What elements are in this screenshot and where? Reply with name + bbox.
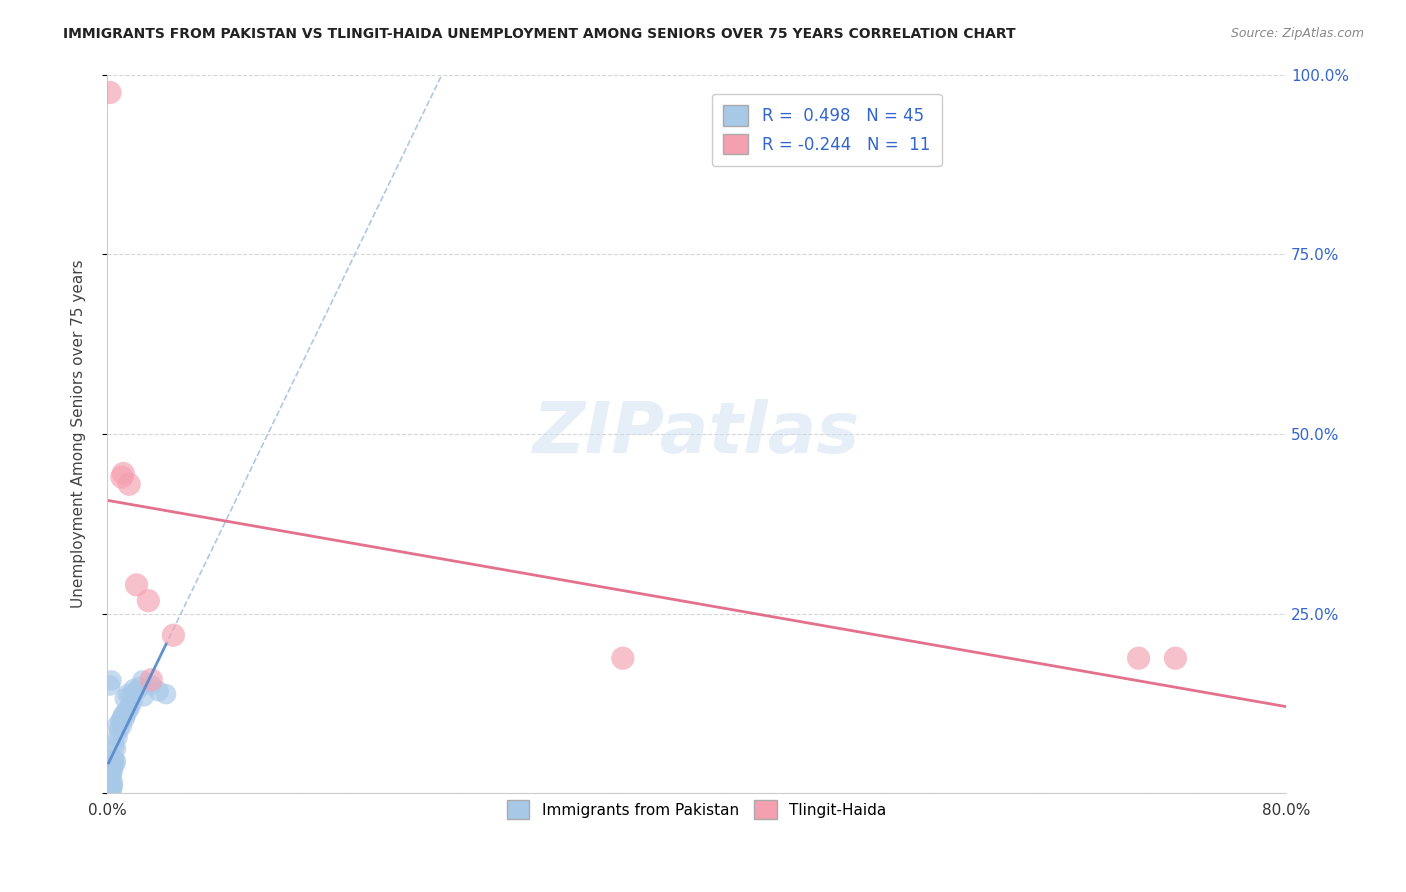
Point	[98, 782, 121, 797]
Text: Source: ZipAtlas.com: Source: ZipAtlas.com	[1230, 27, 1364, 40]
Point	[125, 684, 148, 698]
Point	[98, 86, 121, 100]
Text: ZIPatlas: ZIPatlas	[533, 400, 860, 468]
Point	[97, 782, 120, 797]
Point	[120, 690, 142, 704]
Point	[118, 700, 141, 714]
Point	[98, 778, 121, 792]
Point	[114, 712, 136, 726]
Point	[118, 477, 141, 491]
Point	[111, 719, 134, 733]
Point	[103, 738, 125, 752]
Point	[108, 723, 131, 737]
Point	[125, 578, 148, 592]
Point	[131, 673, 153, 688]
Point	[122, 682, 145, 697]
Point	[115, 705, 138, 719]
Point	[101, 775, 124, 789]
Point	[100, 768, 122, 782]
Point	[100, 780, 122, 795]
Point	[148, 684, 170, 698]
Point	[138, 593, 160, 607]
Point	[141, 673, 163, 687]
Point	[98, 679, 121, 693]
Point	[115, 707, 138, 722]
Point	[162, 628, 184, 642]
Point	[121, 696, 143, 710]
Point	[1128, 651, 1150, 665]
Point	[104, 755, 127, 769]
Point	[103, 752, 125, 766]
Point	[112, 707, 135, 722]
Point	[105, 731, 128, 745]
Point	[117, 687, 139, 701]
Legend: Immigrants from Pakistan, Tlingit-Haida: Immigrants from Pakistan, Tlingit-Haida	[501, 795, 893, 825]
Y-axis label: Unemployment Among Seniors over 75 years: Unemployment Among Seniors over 75 years	[72, 260, 86, 608]
Point	[104, 741, 127, 756]
Point	[111, 470, 134, 484]
Point	[155, 687, 177, 701]
Point	[98, 771, 121, 785]
Point	[98, 773, 121, 788]
Point	[1164, 651, 1187, 665]
Point	[114, 691, 136, 706]
Point	[100, 784, 122, 798]
Point	[612, 651, 634, 665]
Point	[100, 780, 122, 795]
Point	[100, 766, 122, 780]
Point	[132, 690, 155, 704]
Point	[100, 673, 122, 688]
Point	[118, 702, 141, 716]
Point	[105, 718, 128, 732]
Point	[141, 678, 163, 692]
Text: IMMIGRANTS FROM PAKISTAN VS TLINGIT-HAIDA UNEMPLOYMENT AMONG SENIORS OVER 75 YEA: IMMIGRANTS FROM PAKISTAN VS TLINGIT-HAID…	[63, 27, 1017, 41]
Point	[128, 680, 150, 694]
Point	[110, 714, 132, 729]
Point	[101, 779, 124, 793]
Point	[101, 764, 124, 778]
Point	[101, 759, 124, 773]
Point	[103, 757, 125, 772]
Point	[111, 711, 134, 725]
Point	[112, 467, 135, 481]
